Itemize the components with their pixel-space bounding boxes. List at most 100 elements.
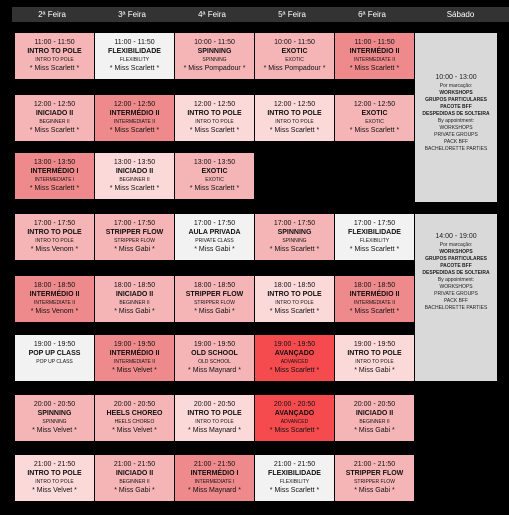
class-slot[interactable]: 19:00 - 19:50 INTRO TO POLE INTRO TO POLE *… [335,335,414,381]
class-slot[interactable]: 13:00 - 13:50 INICIADO II BEGINNER II * Mis… [95,153,174,199]
class-slot[interactable]: 11:00 - 11:50 INTRO TO POLE INTRO TO POLE *… [15,33,94,79]
slot-time: 17:00 - 17:50 [273,220,316,227]
instructor-name: * Miss Scarlett * [349,246,400,253]
class-name: STRIPPER FLOW [345,470,404,477]
saturday-offer-en: BACHELORETTE PARTIES [424,146,488,152]
slot-time: 18:00 - 18:50 [33,282,76,289]
class-subtitle: SPINNING [282,238,307,244]
saturday-offer-pt: GRUPOS PARTICULARES [425,97,487,103]
class-slot[interactable]: 11:00 - 11:50 FLEXIBILIDADE FLEXIBILITY * M… [95,33,174,79]
slot-time: 18:00 - 18:50 [353,282,396,289]
class-slot[interactable]: 21:00 - 21:50 FLEXIBILIDADE FLEXIBILITY * M… [255,455,334,501]
instructor-name: * Miss Gabi * [354,427,395,434]
instructor-name: * Miss Velvet * [112,367,157,374]
class-subtitle: BEGINNER II [39,119,70,125]
class-slot[interactable]: 17:00 - 17:50 FLEXIBILIDADE FLEXIBILITY * M… [335,214,414,260]
saturday-appointment-block[interactable]: 10:00 - 13:00 Por marcação: WORKSHOPS GRUPO… [415,33,497,202]
class-slot[interactable]: 18:00 - 18:50 INICIADO II BEGINNER II * Mis… [95,276,174,322]
saturday-offer-en: PACK BFF [443,298,469,304]
instructor-name: * Miss Scarlett * [269,308,320,315]
class-slot[interactable]: 12:00 - 12:50 INTRO TO POLE INTRO TO POLE *… [255,95,334,141]
instructor-name: * Miss Scarlett * [189,127,240,134]
class-slot[interactable]: 12:00 - 12:50 INICIADO II BEGINNER II * Mis… [15,95,94,141]
class-name: INTRO TO POLE [27,48,82,55]
saturday-offer-pt: WORKSHOPS [439,90,473,96]
class-slot[interactable]: 17:00 - 17:50 AULA PRIVADA PRIVATE CLASS * … [175,214,254,260]
class-slot[interactable]: 12:00 - 12:50 EXOTIC EXOTIC * Miss Scarlett… [335,95,414,141]
instructor-name: * Miss Scarlett * [349,65,400,72]
saturday-note-pt: Por marcação: [439,242,473,248]
instructor-name: * Miss Scarlett * [29,65,80,72]
day-header: 2ª Feira [38,10,66,19]
class-slot[interactable]: 19:00 - 19:50 AVANÇADO ADVANCED * Miss Scar… [255,335,334,381]
class-subtitle: INTRO TO POLE [35,479,74,485]
class-slot[interactable]: 19:00 - 19:50 INTERMÉDIO II INTERMEDIATE I… [95,335,174,381]
slot-time: 11:00 - 11:50 [34,39,75,46]
class-slot[interactable]: 21:00 - 21:50 STRIPPER FLOW STRIPPER FLOW *… [335,455,414,501]
class-slot[interactable]: 11:00 - 11:50 INTERMÉDIO II INTERMEDIATE I… [335,33,414,79]
class-subtitle: BEGINNER II [359,419,390,425]
class-slot[interactable]: 13:00 - 13:50 EXOTIC EXOTIC * Miss Scarlett… [175,153,254,199]
class-name: POP UP CLASS [28,350,81,357]
class-slot[interactable]: 21:00 - 21:50 INTRO TO POLE INTRO TO POLE *… [15,455,94,501]
class-name: INTERMÉDIO II [349,48,400,55]
instructor-name: * Miss Gabi * [194,246,235,253]
instructor-name: * Miss Gabi * [194,308,235,315]
class-subtitle: HEELS CHOREO [114,419,155,425]
class-slot[interactable]: 19:00 - 19:50 POP UP CLASS POP UP CLASS [15,335,94,381]
slot-time: 17:00 - 17:50 [33,220,76,227]
saturday-offer-pt: PACOTE BFF [440,104,472,110]
saturday-time: 10:00 - 13:00 [435,74,477,81]
slot-time: 12:00 - 12:50 [113,101,156,108]
saturday-offer-en: WORKSHOPS [439,284,473,290]
class-slot[interactable]: 18:00 - 18:50 INTERMÉDIO II INTERMEDIATE I… [335,276,414,322]
class-slot[interactable]: 18:00 - 18:50 STRIPPER FLOW STRIPPER FLOW *… [175,276,254,322]
class-slot[interactable]: 17:00 - 17:50 STRIPPER FLOW STRIPPER FLOW *… [95,214,174,260]
class-slot[interactable]: 13:00 - 13:50 INTERMÉDIO I INTERMEDIATE I *… [15,153,94,199]
instructor-name: * Miss Scarlett * [269,427,320,434]
class-name: INTERMÉDIO I [190,470,239,477]
class-name: INICIADO II [35,110,74,117]
class-name: INICIADO II [115,168,154,175]
class-slot[interactable]: 17:00 - 17:50 INTRO TO POLE INTRO TO POLE *… [15,214,94,260]
class-subtitle: STRIPPER FLOW [194,300,235,306]
class-subtitle: INTRO TO POLE [275,300,314,306]
slot-time: 21:00 - 21:50 [113,461,156,468]
class-slot[interactable]: 12:00 - 12:50 INTRO TO POLE INTRO TO POLE *… [175,95,254,141]
class-slot[interactable]: 20:00 - 20:50 SPINNING SPINNING * Miss Velv… [15,395,94,441]
instructor-name: * Miss Venom * [30,308,79,315]
saturday-offer-pt: GRUPOS PARTICULARES [425,256,487,262]
class-subtitle: INTERMEDIATE II [33,300,76,306]
class-slot[interactable]: 10:00 - 11:50 SPINNING SPINNING * Miss Pomp… [175,33,254,79]
class-subtitle: EXOTIC [285,57,304,63]
class-slot[interactable]: 18:00 - 18:50 INTERMÉDIO II INTERMEDIATE I… [15,276,94,322]
class-name: OLD SCHOOL [191,350,238,357]
saturday-appointment-block[interactable]: 14:00 - 19:00 Por marcação: WORKSHOPS GRUPO… [415,214,497,381]
saturday-note-en: By appointment: [437,277,475,283]
class-subtitle: ADVANCED [280,359,309,365]
instructor-name: * Miss Scarlett * [109,65,160,72]
instructor-name: * Miss Scarlett * [269,246,320,253]
class-slot[interactable]: 19:00 - 19:50 OLD SCHOOL OLD SCHOOL * Miss … [175,335,254,381]
saturday-offer-en: PRIVATE GROUPS [434,132,478,138]
class-name: FLEXIBILIDADE [348,229,401,236]
class-slot[interactable]: 10:00 - 11:50 EXOTIC EXOTIC * Miss Pompadou… [255,33,334,79]
saturday-offer-pt: DESPEDIDAS DE SOLTEIRA [422,270,490,276]
class-subtitle: INTERMEDIATE II [113,119,156,125]
day-header: 3ª Feira [118,10,146,19]
class-slot[interactable]: 17:00 - 17:50 SPINNING SPINNING * Miss Scar… [255,214,334,260]
class-slot[interactable]: 20:00 - 20:50 INICIADO II BEGINNER II * Mis… [335,395,414,441]
slot-time: 12:00 - 12:50 [353,101,396,108]
slot-time: 17:00 - 17:50 [193,220,236,227]
class-slot[interactable]: 21:00 - 21:50 INICIADO II BEGINNER II * Mis… [95,455,174,501]
slot-time: 21:00 - 21:50 [33,461,76,468]
class-slot[interactable]: 20:00 - 20:50 AVANÇADO ADVANCED * Miss Scar… [255,395,334,441]
class-slot[interactable]: 20:00 - 20:50 HEELS CHOREO HEELS CHOREO * M… [95,395,174,441]
class-slot[interactable]: 20:00 - 20:50 INTRO TO POLE INTRO TO POLE *… [175,395,254,441]
class-slot[interactable]: 18:00 - 18:50 INTRO TO POLE INTRO TO POLE *… [255,276,334,322]
class-name: INTERMÉDIO II [29,291,80,298]
saturday-note-en: By appointment: [437,118,475,124]
class-slot[interactable]: 21:00 - 21:50 INTERMÉDIO I INTERMEDIATE I *… [175,455,254,501]
instructor-name: * Miss Pompadour * [263,65,326,72]
class-slot[interactable]: 12:00 - 12:50 INTERMÉDIO II INTERMEDIATE I… [95,95,174,141]
